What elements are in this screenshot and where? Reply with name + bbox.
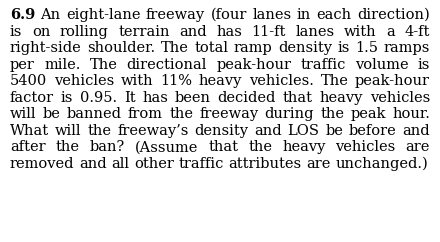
Text: heavy: heavy	[282, 140, 326, 154]
Text: 5400: 5400	[10, 74, 47, 88]
Text: each: each	[317, 8, 352, 22]
Text: after: after	[10, 140, 46, 154]
Text: is: is	[10, 24, 22, 38]
Text: 0.95.: 0.95.	[80, 91, 117, 105]
Text: rolling: rolling	[60, 24, 109, 38]
Text: volume: volume	[355, 58, 408, 72]
Text: has: has	[216, 24, 242, 38]
Text: banned: banned	[67, 107, 122, 121]
Text: vehicles: vehicles	[335, 140, 396, 154]
Text: freeway: freeway	[199, 107, 258, 121]
Text: with: with	[121, 74, 154, 88]
Text: is: is	[61, 91, 73, 105]
Text: (Assume: (Assume	[135, 140, 198, 154]
Text: peak-hour: peak-hour	[216, 58, 291, 72]
Text: What: What	[10, 124, 49, 138]
Text: is: is	[418, 58, 430, 72]
Text: are: are	[306, 157, 330, 171]
Text: and: and	[402, 124, 430, 138]
Text: density: density	[278, 41, 332, 55]
Text: other: other	[134, 157, 174, 171]
Text: vehicles: vehicles	[54, 74, 114, 88]
Text: in: in	[297, 8, 311, 22]
Text: 11-ft: 11-ft	[252, 24, 286, 38]
Text: ramps: ramps	[384, 41, 430, 55]
Text: the: the	[248, 140, 272, 154]
Text: the: the	[169, 107, 193, 121]
Text: vehicles: vehicles	[370, 91, 430, 105]
Text: lanes: lanes	[296, 24, 335, 38]
Text: all: all	[111, 157, 129, 171]
Text: and: and	[179, 24, 207, 38]
Text: traffic: traffic	[179, 157, 224, 171]
Text: freeway’s: freeway’s	[117, 124, 188, 138]
Text: eight-lane: eight-lane	[66, 8, 140, 22]
Text: with: with	[344, 24, 377, 38]
Text: An: An	[40, 8, 60, 22]
Text: has: has	[142, 91, 168, 105]
Text: been: been	[175, 91, 211, 105]
Text: The: The	[161, 41, 189, 55]
Text: is: is	[337, 41, 350, 55]
Text: heavy: heavy	[319, 91, 363, 105]
Text: density: density	[194, 124, 248, 138]
Text: vehicles.: vehicles.	[249, 74, 314, 88]
Text: The: The	[320, 74, 348, 88]
Text: the: the	[87, 124, 111, 138]
Text: and: and	[254, 124, 282, 138]
Text: 4-ft: 4-ft	[405, 24, 430, 38]
Text: (four: (four	[210, 8, 247, 22]
Text: from: from	[128, 107, 163, 121]
Text: removed: removed	[10, 157, 74, 171]
Text: before: before	[349, 124, 396, 138]
Text: direction): direction)	[357, 8, 430, 22]
Text: LOS: LOS	[287, 124, 319, 138]
Text: It: It	[124, 91, 136, 105]
Text: 11%: 11%	[160, 74, 192, 88]
Text: be: be	[325, 124, 343, 138]
Text: attributes: attributes	[228, 157, 302, 171]
Text: will: will	[55, 124, 81, 138]
Text: right-side: right-side	[10, 41, 82, 55]
Text: freeway: freeway	[146, 8, 205, 22]
Text: ban?: ban?	[90, 140, 125, 154]
Text: directional: directional	[127, 58, 207, 72]
Text: are: are	[406, 140, 430, 154]
Text: mile.: mile.	[44, 58, 81, 72]
Text: total: total	[194, 41, 228, 55]
Text: lanes: lanes	[253, 8, 291, 22]
Text: decided: decided	[218, 91, 276, 105]
Text: heavy: heavy	[199, 74, 242, 88]
Text: per: per	[10, 58, 35, 72]
Text: during: during	[264, 107, 314, 121]
Text: 6.9: 6.9	[10, 8, 35, 22]
Text: factor: factor	[10, 91, 54, 105]
Text: unchanged.): unchanged.)	[335, 157, 428, 171]
Text: the: the	[55, 140, 80, 154]
Text: peak: peak	[350, 107, 386, 121]
Text: 1.5: 1.5	[355, 41, 378, 55]
Text: on: on	[32, 24, 50, 38]
Text: a: a	[386, 24, 395, 38]
Text: terrain: terrain	[118, 24, 169, 38]
Text: and: and	[79, 157, 107, 171]
Text: will: will	[10, 107, 37, 121]
Text: that: that	[208, 140, 238, 154]
Text: peak-hour: peak-hour	[355, 74, 430, 88]
Text: that: that	[283, 91, 313, 105]
Text: the: the	[320, 107, 344, 121]
Text: shoulder.: shoulder.	[87, 41, 155, 55]
Text: ramp: ramp	[234, 41, 272, 55]
Text: The: The	[90, 58, 117, 72]
Text: hour.: hour.	[392, 107, 430, 121]
Text: be: be	[43, 107, 61, 121]
Text: traffic: traffic	[301, 58, 346, 72]
